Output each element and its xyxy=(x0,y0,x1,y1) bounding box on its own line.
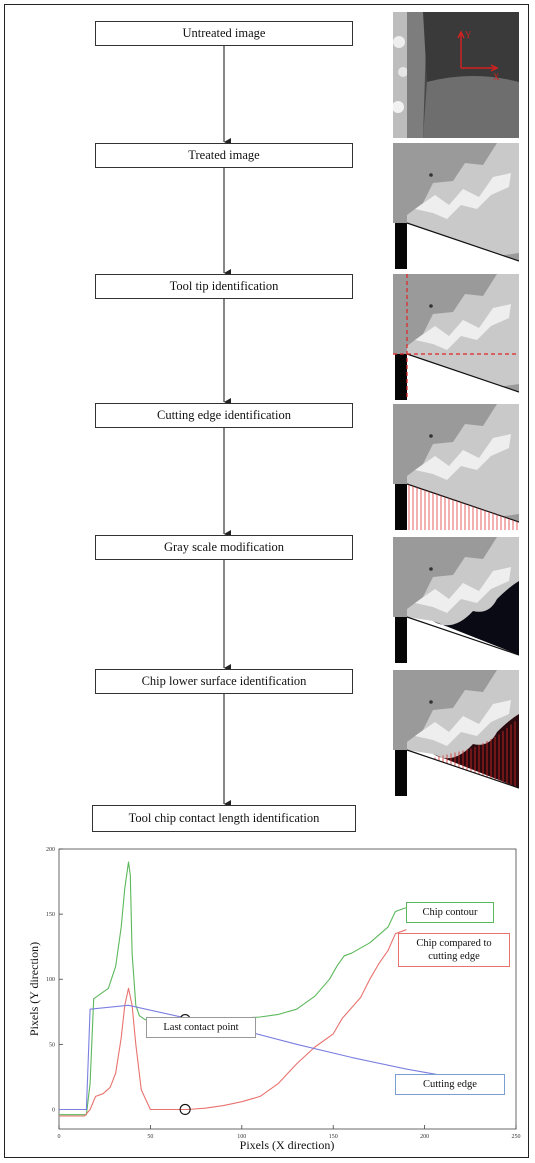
step-tool-tip-identification: Tool tip identification xyxy=(95,274,353,299)
step-tool-chip-contact-length-identification: Tool chip contact length identification xyxy=(92,805,356,832)
step-chip-lower-surface-identification: Chip lower surface identification xyxy=(95,669,353,694)
step-treated-image: Treated image xyxy=(95,143,353,168)
figure-frame xyxy=(4,4,529,1158)
step-cutting-edge-identification: Cutting edge identification xyxy=(95,403,353,428)
thumbnail-treated-image xyxy=(393,143,519,269)
label-chip-compared-to-cutting-edge: Chip compared to cutting edge xyxy=(398,933,510,967)
thumb-axis-x-label: X xyxy=(493,72,500,82)
flow-arrows xyxy=(223,46,231,808)
label-chip-contour: Chip contour xyxy=(406,902,494,923)
thumbnail-tool-tip-identification xyxy=(393,274,519,400)
label-last-contact-point: Last contact point xyxy=(146,1017,256,1038)
thumbnail-chip-lower-surface-identification xyxy=(393,670,519,796)
thumbnail-cutting-edge-identification xyxy=(393,404,519,530)
step-untreated-image: Untreated image xyxy=(95,21,353,46)
step-gray-scale-modification: Gray scale modification xyxy=(95,535,353,560)
thumbnail-gray-scale-modification xyxy=(393,537,519,663)
thumbnail-untreated-image: Y X xyxy=(393,12,519,138)
thumb-axis-y-label: Y xyxy=(465,30,472,40)
label-cutting-edge: Cutting edge xyxy=(395,1074,505,1095)
